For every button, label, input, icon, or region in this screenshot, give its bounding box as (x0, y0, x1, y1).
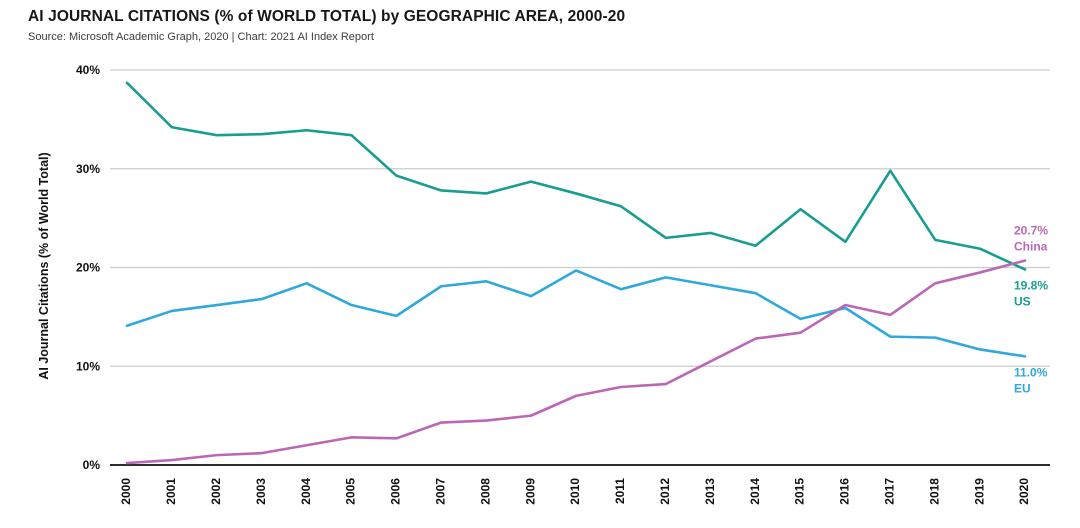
series-line-china (125, 259, 1027, 465)
x-tick-label: 2001 (164, 478, 178, 505)
x-tick-label: 2012 (658, 478, 672, 505)
x-tick-label: 2013 (703, 478, 717, 505)
x-tick-label: 2020 (1017, 478, 1031, 505)
end-label-value-us: 19.8% (1014, 278, 1048, 292)
end-label-name-us: US (1014, 294, 1031, 308)
chart-title: AI JOURNAL CITATIONS (% of WORLD TOTAL) … (28, 8, 626, 25)
y-tick-label: 10% (76, 359, 100, 373)
x-tick-label: 2007 (433, 478, 447, 505)
x-tick-label: 2006 (389, 478, 403, 505)
x-tick-label: 2016 (838, 478, 852, 505)
y-tick-label: 0% (83, 458, 101, 472)
x-tick-label: 2017 (882, 478, 896, 505)
end-label-name-eu: EU (1014, 381, 1031, 395)
x-tick-label: 2019 (972, 478, 986, 505)
x-tick-label: 2014 (748, 478, 762, 505)
x-tick-label: 2018 (927, 478, 941, 505)
x-tick-label: 2015 (793, 478, 807, 505)
y-tick-label: 40% (76, 63, 100, 77)
x-tick-label: 2008 (478, 478, 492, 505)
x-tick-label: 2009 (523, 478, 537, 505)
y-tick-label: 20% (76, 261, 100, 275)
x-tick-label: 2010 (568, 478, 582, 505)
end-label-value-eu: 11.0% (1014, 365, 1048, 379)
y-tick-label: 30% (76, 162, 100, 176)
series-line-us (125, 81, 1027, 271)
x-tick-label: 2002 (209, 478, 223, 505)
x-tick-label: 2011 (613, 478, 627, 504)
x-tick-label: 2003 (254, 478, 268, 505)
chart-source: Source: Microsoft Academic Graph, 2020 |… (28, 31, 374, 43)
x-tick-label: 2000 (119, 478, 133, 505)
x-tick-label: 2005 (344, 478, 358, 505)
end-label-name-china: China (1014, 240, 1048, 254)
series-line-eu (125, 269, 1027, 358)
end-label-value-china: 20.7% (1014, 224, 1048, 238)
x-tick-label: 2004 (299, 478, 313, 505)
